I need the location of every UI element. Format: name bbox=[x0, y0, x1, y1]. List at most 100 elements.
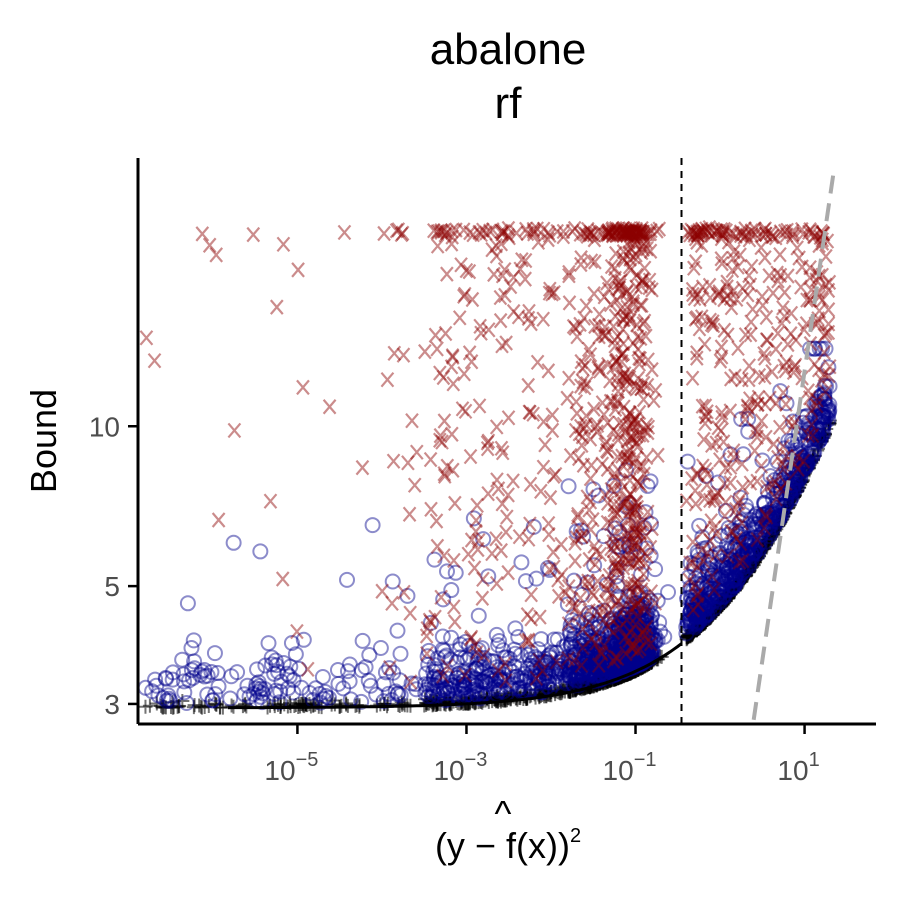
circle-point bbox=[621, 630, 638, 647]
x-point bbox=[592, 306, 607, 322]
circle-point bbox=[554, 664, 571, 681]
circle-point bbox=[623, 660, 640, 677]
circle-point bbox=[579, 611, 596, 628]
x-point bbox=[524, 611, 539, 627]
circle-point bbox=[767, 497, 784, 514]
circle-point bbox=[742, 549, 759, 566]
circle-point bbox=[794, 449, 811, 466]
circle-point bbox=[530, 673, 547, 690]
circle-point bbox=[619, 636, 636, 653]
x-point bbox=[569, 394, 584, 410]
x-point bbox=[387, 345, 402, 361]
x-tick-label: 10−5 bbox=[264, 749, 318, 786]
circle-point bbox=[703, 574, 720, 591]
circle-point bbox=[621, 495, 638, 512]
circle-point bbox=[627, 648, 644, 665]
circle-point bbox=[582, 629, 599, 646]
x-point bbox=[419, 628, 434, 644]
circle-point bbox=[375, 675, 392, 692]
circle-point bbox=[573, 638, 590, 655]
circle-point bbox=[263, 649, 280, 666]
circle-point bbox=[629, 645, 646, 662]
circle-point bbox=[567, 638, 584, 655]
circle-point bbox=[636, 519, 653, 536]
circle-point bbox=[707, 571, 724, 588]
circle-point bbox=[633, 637, 650, 654]
circle-point bbox=[638, 635, 655, 652]
circle-point bbox=[638, 644, 655, 661]
circle-point bbox=[755, 494, 772, 511]
circle-point bbox=[688, 575, 705, 592]
circle-point bbox=[420, 642, 437, 659]
circle-point bbox=[443, 629, 460, 646]
circle-point bbox=[617, 649, 634, 666]
circle-point bbox=[590, 662, 607, 679]
circle-point bbox=[640, 645, 657, 662]
circle-point bbox=[558, 660, 575, 677]
x-point bbox=[536, 311, 551, 327]
circle-point bbox=[580, 663, 597, 680]
circle-point bbox=[802, 340, 819, 357]
circle-point bbox=[749, 516, 766, 533]
circle-point bbox=[454, 677, 471, 694]
circle-point bbox=[612, 642, 629, 659]
circle-point bbox=[752, 526, 769, 543]
circle-point bbox=[446, 686, 463, 703]
circle-point bbox=[467, 660, 484, 677]
circle-point bbox=[797, 460, 814, 477]
circle-point bbox=[818, 378, 835, 395]
x-point bbox=[481, 485, 495, 502]
circle-point bbox=[726, 568, 743, 585]
circle-point bbox=[729, 528, 746, 545]
circle-point bbox=[693, 600, 710, 617]
x-point bbox=[546, 544, 561, 560]
circle-point bbox=[480, 568, 497, 585]
circle-point bbox=[792, 470, 809, 487]
circle-point bbox=[611, 658, 628, 675]
circle-point bbox=[678, 618, 695, 635]
x-point bbox=[512, 528, 527, 545]
circle-point bbox=[702, 585, 719, 602]
circle-point bbox=[595, 654, 612, 671]
circle-point bbox=[179, 595, 196, 612]
circle-point bbox=[703, 549, 720, 566]
circle-point bbox=[583, 644, 600, 661]
circle-point bbox=[580, 658, 597, 675]
circle-point bbox=[428, 663, 445, 680]
circle-point bbox=[573, 665, 590, 682]
circle-point bbox=[731, 513, 748, 530]
circle-point bbox=[732, 489, 749, 506]
circle-point bbox=[633, 566, 650, 583]
circle-point bbox=[387, 683, 404, 700]
circle-point bbox=[603, 610, 620, 627]
circle-point bbox=[620, 644, 637, 661]
circle-point bbox=[512, 646, 529, 663]
x-point bbox=[617, 399, 631, 415]
circle-point bbox=[465, 675, 482, 692]
circle-point bbox=[704, 567, 721, 584]
circle-point bbox=[636, 638, 653, 655]
circle-point bbox=[621, 617, 638, 634]
circle-point bbox=[631, 614, 648, 631]
circle-point bbox=[403, 675, 420, 692]
x-point bbox=[202, 237, 217, 253]
circle-point bbox=[696, 609, 713, 626]
circle-point bbox=[694, 593, 711, 610]
circle-point bbox=[619, 652, 636, 669]
circle-point bbox=[574, 637, 591, 654]
circle-point bbox=[687, 609, 704, 626]
plus-point bbox=[783, 492, 798, 507]
circle-point bbox=[627, 595, 644, 612]
circle-point bbox=[758, 518, 775, 535]
circle-point bbox=[643, 608, 660, 625]
circle-point bbox=[746, 544, 763, 561]
circle-point bbox=[582, 666, 599, 683]
circle-point bbox=[679, 613, 696, 630]
circle-point bbox=[537, 665, 554, 682]
circle-point bbox=[590, 658, 607, 675]
circle-point bbox=[439, 563, 456, 580]
circle-point bbox=[642, 644, 659, 661]
circle-point bbox=[679, 590, 696, 607]
circle-point bbox=[360, 672, 377, 689]
circle-point bbox=[443, 582, 460, 599]
